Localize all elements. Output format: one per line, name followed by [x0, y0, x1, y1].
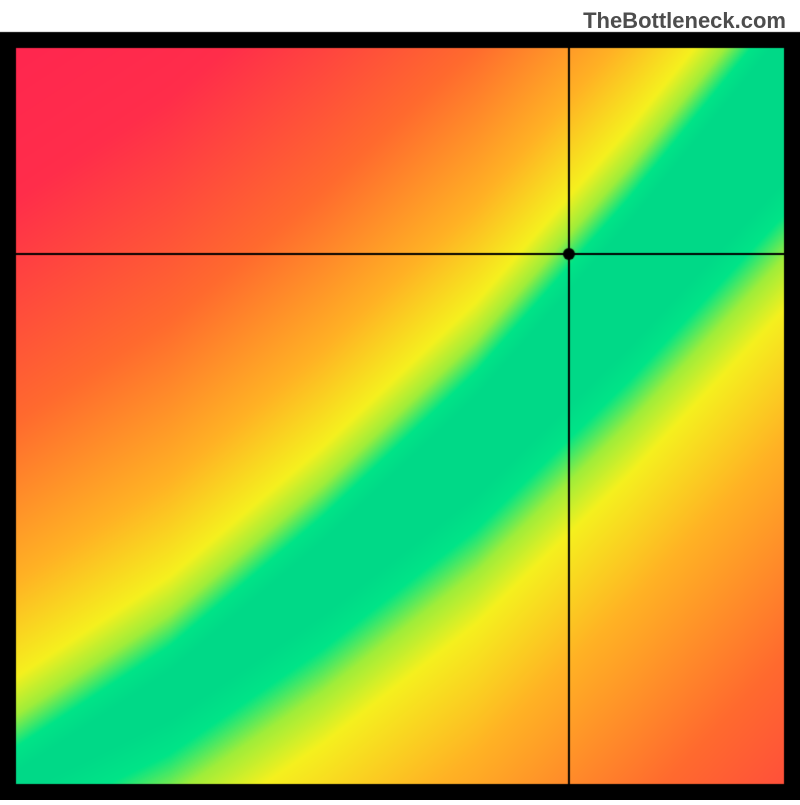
watermark-text: TheBottleneck.com: [583, 8, 786, 34]
bottleneck-heatmap: TheBottleneck.com: [0, 0, 800, 800]
heatmap-canvas: [0, 0, 800, 800]
